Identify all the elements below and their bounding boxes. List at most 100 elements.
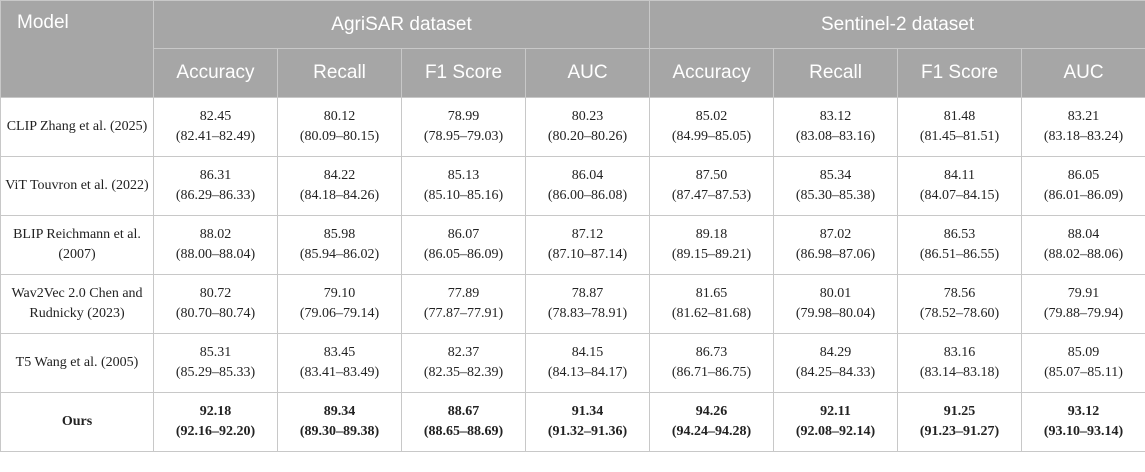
metric-value: 81.48 bbox=[943, 109, 976, 124]
metric-value: 94.26 bbox=[695, 404, 728, 419]
metric-value: 89.34 bbox=[323, 404, 356, 419]
metric-cell: 83.45 (83.41–83.49) bbox=[277, 333, 402, 393]
metric-value: 84.22 bbox=[323, 168, 356, 183]
metric-cell: 88.04 (88.02–88.06) bbox=[1021, 215, 1145, 275]
confidence-interval: (86.51–86.55) bbox=[919, 247, 1000, 262]
metric-value: 86.73 bbox=[695, 345, 728, 360]
confidence-interval: (88.65–88.69) bbox=[423, 424, 504, 439]
metric-cell: 84.11 (84.07–84.15) bbox=[897, 156, 1023, 216]
confidence-interval: (81.62–81.68) bbox=[671, 306, 752, 321]
metric-cell: 92.18 (92.16–92.20) bbox=[153, 392, 278, 452]
confidence-interval: (84.07–84.15) bbox=[919, 188, 1000, 203]
metric-value: 84.15 bbox=[571, 345, 604, 360]
metric-value: 83.45 bbox=[323, 345, 356, 360]
metric-cell: 84.29 (84.25–84.33) bbox=[773, 333, 899, 393]
metric-value: 91.34 bbox=[571, 404, 604, 419]
confidence-interval: (94.24–94.28) bbox=[671, 424, 752, 439]
model-name-cell: Wav2Vec 2.0 Chen and Rudnicky (2023) bbox=[0, 274, 154, 334]
confidence-interval: (84.18–84.26) bbox=[299, 188, 380, 203]
model-name-cell: BLIP Reichmann et al. (2007) bbox=[0, 215, 154, 275]
metric-value: 79.10 bbox=[323, 286, 356, 301]
table-row: Wav2Vec 2.0 Chen and Rudnicky (2023) 80.7… bbox=[0, 274, 1145, 334]
model-name-cell: CLIP Zhang et al. (2025) bbox=[0, 97, 154, 157]
metric-value: 80.01 bbox=[819, 286, 852, 301]
metric-value: 89.18 bbox=[695, 227, 728, 242]
header-model: Model bbox=[0, 0, 154, 98]
confidence-interval: (87.47–87.53) bbox=[671, 188, 752, 203]
metric-cell: 85.34 (85.30–85.38) bbox=[773, 156, 899, 216]
confidence-interval: (91.32–91.36) bbox=[547, 424, 628, 439]
metric-value: 79.91 bbox=[1067, 286, 1100, 301]
header-metric: F1 Score bbox=[897, 48, 1023, 98]
metric-cell: 80.72 (80.70–80.74) bbox=[153, 274, 278, 334]
confidence-interval: (86.71–86.75) bbox=[671, 365, 752, 380]
table-row: ViT Touvron et al. (2022) 86.31 (86.29–86.… bbox=[0, 156, 1145, 216]
metric-cell: 82.37 (82.35–82.39) bbox=[401, 333, 526, 393]
metric-cell: 85.09 (85.07–85.11) bbox=[1021, 333, 1145, 393]
metric-value: 87.12 bbox=[571, 227, 604, 242]
header-metric: AUC bbox=[1021, 48, 1145, 98]
header-row-groups: Model AgriSAR dataset Sentinel-2 dataset bbox=[0, 0, 1145, 98]
metric-cell: 93.12 (93.10–93.14) bbox=[1021, 392, 1145, 452]
confidence-interval: (89.30–89.38) bbox=[299, 424, 380, 439]
metric-cell: 80.23 (80.20–80.26) bbox=[524, 97, 651, 157]
table-row: CLIP Zhang et al. (2025) 82.45 (82.41–82.4… bbox=[0, 97, 1145, 157]
metric-cell: 85.98 (85.94–86.02) bbox=[277, 215, 402, 275]
metric-cell: 87.50 (87.47–87.53) bbox=[649, 156, 775, 216]
metric-value: 86.07 bbox=[447, 227, 480, 242]
confidence-interval: (86.98–87.06) bbox=[795, 247, 876, 262]
metric-cell: 91.34 (91.32–91.36) bbox=[524, 392, 651, 452]
confidence-interval: (78.52–78.60) bbox=[919, 306, 1000, 321]
metric-value: 84.29 bbox=[819, 345, 852, 360]
metric-value: 83.21 bbox=[1067, 109, 1100, 124]
table-row: T5 Wang et al. (2005) 85.31 (85.29–85.33) 8… bbox=[0, 333, 1145, 393]
metric-value: 86.53 bbox=[943, 227, 976, 242]
metric-cell: 85.31 (85.29–85.33) bbox=[153, 333, 278, 393]
confidence-interval: (80.09–80.15) bbox=[299, 129, 380, 144]
metric-cell: 92.11 (92.08–92.14) bbox=[773, 392, 899, 452]
model-name-cell: ViT Touvron et al. (2022) bbox=[0, 156, 154, 216]
metric-value: 85.98 bbox=[323, 227, 356, 242]
metric-value: 83.16 bbox=[943, 345, 976, 360]
table-body: CLIP Zhang et al. (2025) 82.45 (82.41–82.4… bbox=[0, 97, 1145, 452]
metric-value: 88.04 bbox=[1067, 227, 1100, 242]
metric-value: 87.02 bbox=[819, 227, 852, 242]
header-row-metrics: Accuracy Recall F1 Score AUC Accuracy Re… bbox=[1, 48, 1145, 98]
confidence-interval: (87.10–87.14) bbox=[547, 247, 628, 262]
metric-cell: 79.91 (79.88–79.94) bbox=[1021, 274, 1145, 334]
confidence-interval: (88.00–88.04) bbox=[175, 247, 256, 262]
confidence-interval: (83.14–83.18) bbox=[919, 365, 1000, 380]
metric-value: 81.65 bbox=[695, 286, 728, 301]
metric-cell: 81.65 (81.62–81.68) bbox=[649, 274, 775, 334]
metric-value: 78.87 bbox=[571, 286, 604, 301]
confidence-interval: (91.23–91.27) bbox=[919, 424, 1000, 439]
confidence-interval: (85.29–85.33) bbox=[175, 365, 256, 380]
metric-cell: 79.10 (79.06–79.14) bbox=[277, 274, 402, 334]
metric-value: 85.31 bbox=[199, 345, 232, 360]
metric-cell: 88.67 (88.65–88.69) bbox=[401, 392, 526, 452]
metric-cell: 81.48 (81.45–81.51) bbox=[897, 97, 1023, 157]
metric-cell: 87.02 (86.98–87.06) bbox=[773, 215, 899, 275]
metric-value: 92.18 bbox=[199, 404, 232, 419]
metric-cell: 77.89 (77.87–77.91) bbox=[401, 274, 526, 334]
confidence-interval: (92.16–92.20) bbox=[175, 424, 256, 439]
confidence-interval: (78.95–79.03) bbox=[423, 129, 504, 144]
model-name-cell: Ours bbox=[0, 392, 154, 452]
metric-cell: 86.07 (86.05–86.09) bbox=[401, 215, 526, 275]
metric-value: 93.12 bbox=[1067, 404, 1100, 419]
confidence-interval: (93.10–93.14) bbox=[1043, 424, 1124, 439]
confidence-interval: (89.15–89.21) bbox=[671, 247, 752, 262]
metric-value: 85.02 bbox=[695, 109, 728, 124]
metric-cell: 78.87 (78.83–78.91) bbox=[524, 274, 651, 334]
confidence-interval: (80.70–80.74) bbox=[175, 306, 256, 321]
metric-value: 82.37 bbox=[447, 345, 480, 360]
metric-value: 80.12 bbox=[323, 109, 356, 124]
confidence-interval: (81.45–81.51) bbox=[919, 129, 1000, 144]
confidence-interval: (88.02–88.06) bbox=[1043, 247, 1124, 262]
header-metric: F1 Score bbox=[401, 48, 526, 98]
confidence-interval: (86.01–86.09) bbox=[1043, 188, 1124, 203]
metric-cell: 82.45 (82.41–82.49) bbox=[153, 97, 278, 157]
metric-value: 85.09 bbox=[1067, 345, 1100, 360]
confidence-interval: (78.83–78.91) bbox=[547, 306, 628, 321]
header-group-agrisar: AgriSAR dataset bbox=[152, 0, 651, 49]
